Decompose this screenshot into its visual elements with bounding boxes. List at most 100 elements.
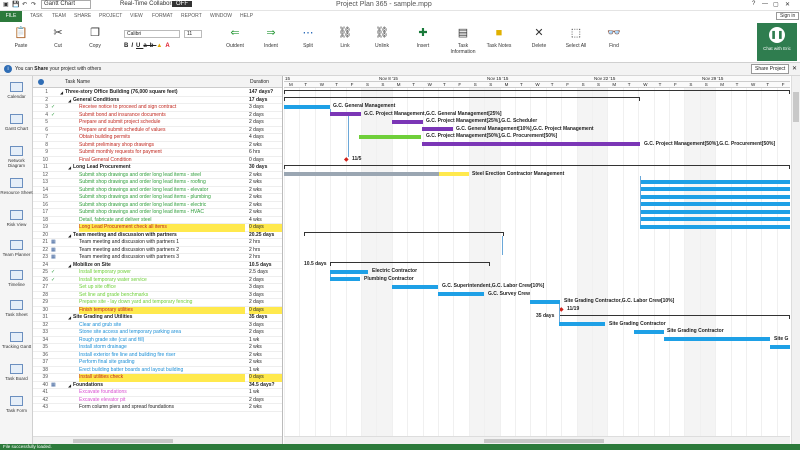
tab-format[interactable]: FORMAT [152, 13, 173, 19]
table-row[interactable]: 35 Install storm drainage 2 wks [33, 344, 282, 352]
redo-icon[interactable]: ↷ [31, 2, 37, 8]
cut-button[interactable]: ✂ Cut [41, 26, 75, 49]
summary-bar[interactable] [284, 89, 790, 94]
gantt-bar[interactable] [284, 104, 330, 109]
row-duration[interactable]: 3 days [249, 104, 264, 110]
gantt-bar[interactable] [392, 119, 423, 124]
summary-bar[interactable] [284, 97, 640, 101]
highlight-icon[interactable]: ▲ [156, 43, 166, 49]
maximize-icon[interactable]: ▢ [773, 2, 779, 8]
save-icon[interactable]: 💾 [12, 2, 20, 8]
copy-button[interactable]: ❐ Copy [78, 26, 112, 49]
realtime-toggle[interactable]: OFF [172, 1, 192, 7]
view-network-diagram[interactable]: Network Diagram [0, 146, 33, 168]
grid-hscroll[interactable] [33, 436, 282, 444]
split-button[interactable]: ⋯ Split [291, 26, 325, 49]
outdent-button[interactable]: ⇐ Outdent [218, 26, 252, 49]
row-duration[interactable]: 2 wks [249, 404, 262, 410]
table-row[interactable]: 7 Obtain building permits 4 days [33, 134, 282, 142]
row-duration[interactable]: 147 days? [249, 89, 274, 95]
select-all-button[interactable]: ⬚ Select All [559, 26, 593, 49]
view-timeline[interactable]: Timeline [0, 270, 33, 287]
gantt-bar[interactable] [664, 337, 770, 341]
tab-task[interactable]: TASK [30, 13, 43, 19]
table-row[interactable]: 4 ✓ Submit bond and insurance documents 2 d… [33, 111, 282, 119]
row-duration[interactable]: 0 days [249, 224, 282, 232]
row-task-name[interactable]: Erect building batter boards and layout … [79, 366, 184, 373]
row-task-name[interactable]: General Conditions [73, 96, 120, 103]
table-row[interactable]: 25 ✓ Install temporary power 2.5 days [33, 269, 282, 277]
vertical-scroll-thumb[interactable] [793, 92, 799, 122]
row-task-name[interactable]: Form column piers and spread foundations [79, 404, 175, 410]
minimize-icon[interactable]: — [762, 1, 768, 7]
duration-header[interactable]: Duration [250, 79, 269, 85]
gantt-bar[interactable] [438, 292, 484, 296]
row-task-name[interactable]: Install storm drainage [79, 344, 127, 350]
gantt-bar[interactable] [422, 127, 453, 131]
insert-button[interactable]: ✚ Insert [406, 26, 440, 49]
table-row[interactable]: 24 Mobilize on Site ◢ 10.5 days [33, 262, 282, 269]
milestone-diamond-icon[interactable]: ◆ [344, 156, 349, 163]
row-duration[interactable]: 0 days [249, 374, 282, 382]
table-row[interactable]: 17 Submit shop drawings and order long le… [33, 209, 282, 217]
view-calendar[interactable]: Calendar [0, 82, 33, 99]
info-close-icon[interactable]: ✕ [792, 66, 798, 72]
row-task-name[interactable]: Team meeting and discussion with partner… [79, 239, 180, 245]
row-task-name[interactable]: Submit preliminary shop drawings [79, 141, 155, 148]
table-row[interactable]: 26 ✓ Install temporary water service 2 days [33, 277, 282, 284]
row-task-name[interactable]: Submit shop drawings and order long lead… [79, 194, 211, 200]
table-row[interactable]: 38 Erect building batter boards and layou… [33, 366, 282, 374]
row-duration[interactable]: 4 wks [249, 216, 262, 223]
row-duration[interactable]: 1 wk [249, 366, 260, 373]
table-row[interactable]: 27 Set up site office 3 days [33, 284, 282, 292]
bold-icon[interactable]: B [124, 43, 132, 49]
italic-icon[interactable]: I [131, 43, 137, 49]
vertical-scrollbar[interactable] [791, 76, 800, 444]
table-row[interactable]: 28 Set line and grade benchmarks 3 days [33, 292, 282, 299]
table-row[interactable]: 37 Perform final site grading 2 wks [33, 359, 282, 367]
view-task-sheet[interactable]: Task Sheet [0, 300, 33, 317]
row-duration[interactable]: 2 days [249, 111, 264, 118]
row-duration[interactable]: 2 wks [249, 209, 262, 215]
row-duration[interactable]: 2 wks [249, 141, 262, 148]
row-duration[interactable]: 2.5 days [249, 269, 268, 275]
task-notes-button[interactable]: ■ Task Notes [482, 26, 516, 49]
row-duration[interactable]: 20.25 days [249, 231, 275, 238]
row-task-name[interactable]: Long Lead Procurement check all items [79, 224, 245, 232]
collapse-icon[interactable]: ◢ [68, 315, 72, 320]
collapse-icon[interactable]: ◢ [68, 97, 72, 103]
row-duration[interactable]: 1 wk [249, 336, 260, 343]
find-button[interactable]: 👓 Find [597, 26, 631, 49]
gantt-bar[interactable] [330, 277, 360, 281]
gantt-bar[interactable] [640, 209, 790, 214]
gantt-bar[interactable] [530, 299, 560, 304]
row-task-name[interactable]: Team meeting and discussion with partner… [79, 254, 180, 260]
table-row[interactable]: 30 Finish temporary utilities 0 days [33, 306, 282, 314]
font-name-select[interactable]: Calibri [124, 30, 180, 38]
row-duration[interactable]: 2 hrs [249, 246, 261, 253]
gantt-bar[interactable] [330, 112, 361, 116]
collapse-icon[interactable]: ◢ [60, 90, 64, 95]
row-task-name[interactable]: Foundations [73, 381, 103, 388]
row-task-name[interactable]: Obtain building permits [79, 134, 131, 140]
row-duration[interactable]: 2 wks [249, 351, 262, 358]
collapse-icon[interactable]: ◢ [68, 262, 72, 268]
gantt-bar[interactable] [640, 202, 790, 206]
collapse-icon[interactable]: ◢ [68, 232, 72, 238]
row-duration[interactable]: 2 days [249, 119, 264, 125]
table-row[interactable]: 33 Stone site access and temporary parkin… [33, 329, 282, 337]
row-task-name[interactable]: Receive notice to proceed and sign contr… [79, 104, 177, 110]
tab-report[interactable]: REPORT [181, 13, 202, 19]
task-name-header[interactable]: Task Name [65, 79, 91, 85]
row-duration[interactable]: 0 days [249, 156, 264, 163]
table-row[interactable]: 1 Three-story Office Building (76,000 squ… [33, 89, 282, 97]
tab-project[interactable]: PROJECT [99, 13, 123, 19]
gantt-bar[interactable] [330, 269, 368, 274]
tab-share[interactable]: SHARE [74, 13, 92, 19]
table-row[interactable]: 42 Excavate elevator pit 2 days [33, 397, 282, 404]
gantt-bar[interactable] [640, 194, 790, 199]
signin-button[interactable]: Sign in [776, 12, 800, 20]
close-icon[interactable]: ✕ [785, 2, 791, 8]
row-task-name[interactable]: Long Lead Procurement [73, 164, 131, 170]
row-task-name[interactable]: Site Grading and Utilities [73, 314, 133, 320]
